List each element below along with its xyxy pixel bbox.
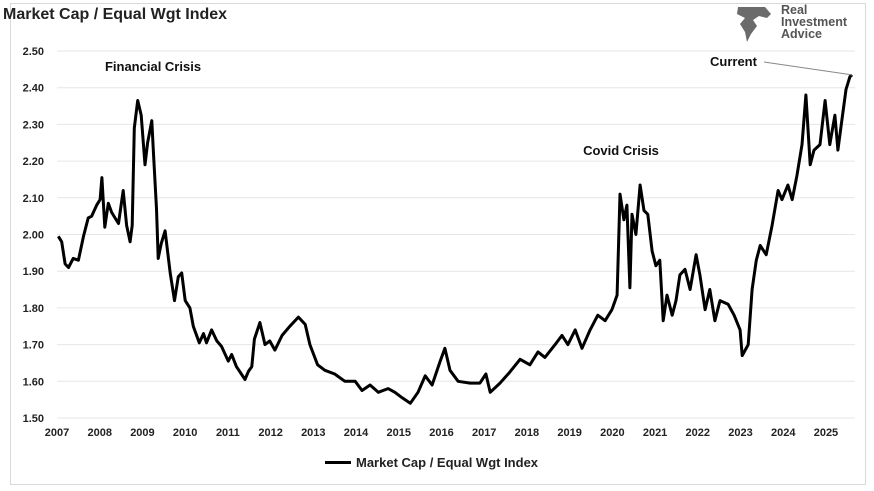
y-tick-label: 1.90 [23, 266, 44, 278]
y-tick-label: 1.60 [23, 376, 44, 388]
x-tick-label: 2017 [472, 427, 496, 439]
y-tick-label: 2.20 [23, 156, 44, 168]
y-tick-label: 2.30 [23, 119, 44, 131]
x-tick-label: 2020 [600, 427, 624, 439]
x-tick-label: 2025 [814, 427, 838, 439]
chart-title: Market Cap / Equal Wgt Index [3, 6, 228, 23]
y-tick-label: 1.70 [23, 340, 44, 352]
x-tick-label: 2023 [728, 427, 752, 439]
x-tick-label: 2022 [686, 427, 710, 439]
x-tick-label: 2021 [643, 427, 667, 439]
y-tick-label: 2.00 [23, 230, 44, 242]
x-tick-label: 2011 [216, 427, 240, 439]
x-tick-label: 2019 [557, 427, 581, 439]
x-tick-label: 2013 [301, 427, 325, 439]
x-tick-label: 2015 [387, 427, 411, 439]
x-tick-label: 2008 [87, 427, 111, 439]
y-tick-label: 2.10 [23, 193, 44, 205]
y-tick-label: 2.40 [23, 83, 44, 95]
y-tick-label: 1.50 [23, 413, 44, 425]
chart-frame [10, 3, 866, 485]
x-tick-label: 2010 [173, 427, 197, 439]
y-tick-label: 1.80 [23, 303, 44, 315]
series-line [57, 73, 853, 405]
logo-line: Advice [781, 27, 822, 41]
eagle-logo-icon [737, 7, 771, 42]
annotation-current: Current [710, 54, 758, 69]
logo-line: Real [781, 3, 808, 17]
annotation-covid-crisis: Covid Crisis [583, 143, 659, 158]
annotation-financial-crisis: Financial Crisis [105, 59, 201, 74]
logo-text: Real Investment Advice [781, 3, 847, 41]
legend-label: Market Cap / Equal Wgt Index [356, 455, 539, 470]
x-tick-label: 2024 [771, 427, 796, 439]
legend-swatch [325, 461, 351, 464]
legend: Market Cap / Equal Wgt Index [325, 455, 538, 470]
x-tick-label: 2007 [45, 427, 69, 439]
x-tick-label: 2018 [515, 427, 539, 439]
logo-line: Investment [781, 15, 847, 29]
x-tick-label: 2014 [344, 427, 369, 439]
x-tick-label: 2012 [258, 427, 282, 439]
y-tick-label: 2.50 [23, 46, 44, 58]
x-tick-label: 2016 [429, 427, 453, 439]
annotation-pointer [763, 61, 853, 76]
x-tick-label: 2009 [130, 427, 154, 439]
